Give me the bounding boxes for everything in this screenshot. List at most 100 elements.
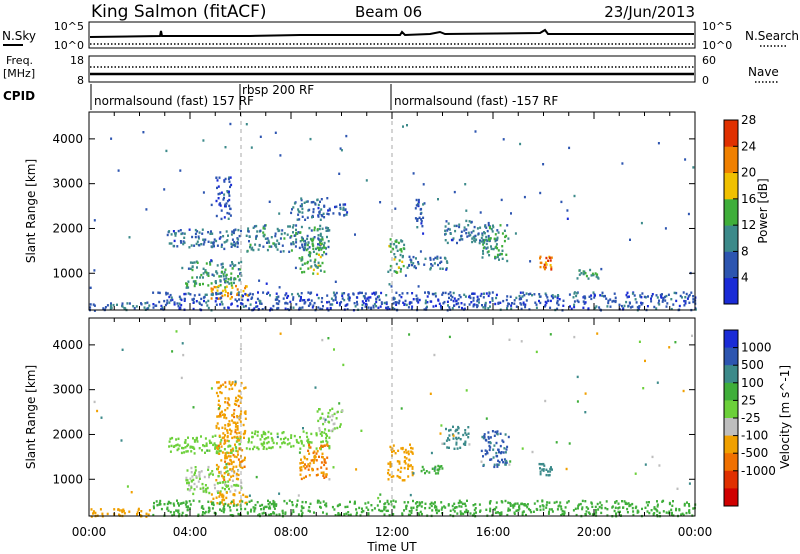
velocity-echo-cell — [301, 506, 304, 510]
power-echo-cell — [189, 293, 192, 296]
velocity-echo-cell — [232, 504, 235, 507]
velocity-echo-cell — [281, 512, 284, 515]
velocity-echo-cell — [267, 502, 270, 506]
power-echo-cell — [223, 193, 226, 196]
power-echo-cell — [187, 267, 190, 270]
power-echo-cell — [202, 272, 205, 275]
power-echo-cell — [401, 292, 404, 295]
power-echo-cell — [488, 292, 491, 295]
velocity-echo-cell — [403, 466, 406, 470]
power-echo-cell — [494, 302, 497, 306]
velocity-echo-cell — [464, 510, 466, 514]
power-echo-cell — [317, 261, 320, 264]
velocity-echo-cell — [228, 473, 231, 477]
power-echo-cell — [226, 190, 229, 193]
velocity-echo-cell — [246, 495, 249, 499]
velocity-echo-cell — [565, 467, 568, 471]
velocity-echo-cell — [411, 452, 414, 455]
velocity-echo-cell — [188, 489, 191, 492]
velocity-echo-cell — [322, 440, 324, 443]
power-echo-cell — [231, 286, 234, 289]
velocity-echo-cell — [231, 514, 233, 517]
velocity-echo-cell — [270, 436, 273, 440]
velocity-echo-cell — [516, 502, 519, 505]
velocity-echo-cell — [575, 513, 578, 517]
power-echo-cell — [301, 243, 304, 246]
power-echo-cell — [629, 238, 631, 241]
power-echo-cell — [270, 245, 273, 248]
power-echo-cell — [297, 231, 300, 234]
velocity-echo-cell — [346, 505, 349, 508]
power-echo-cell — [298, 306, 301, 310]
power-echo-cell — [313, 226, 316, 229]
velocity-echo-cell — [331, 407, 334, 410]
power-echo-cell — [550, 256, 553, 259]
velocity-echo-cell — [455, 437, 458, 441]
velocity-echo-cell — [90, 508, 93, 511]
velocity-echo-cell — [209, 441, 211, 445]
velocity-echo-cell — [219, 415, 222, 418]
velocity-echo-cell — [531, 450, 534, 454]
power-echo-cell — [675, 291, 678, 295]
power-echo-cell — [197, 235, 200, 238]
velocity-echo-cell — [231, 419, 234, 422]
power-echo-cell — [482, 246, 485, 250]
velocity-echo-cell — [302, 427, 304, 430]
power-echo-cell — [310, 201, 313, 204]
power-echo-cell — [543, 263, 546, 266]
velocity-echo-cell — [252, 447, 254, 451]
power-ytick-label: 1000 — [52, 266, 83, 280]
power-echo-cell — [440, 260, 443, 263]
velocity-echo-cell — [495, 501, 498, 504]
power-echo-cell — [466, 235, 469, 238]
velocity-echo-cell — [645, 501, 648, 504]
power-echo-cell — [667, 293, 670, 296]
power-echo-cell — [593, 296, 596, 299]
velocity-echo-cell — [205, 490, 208, 494]
power-echo-cell — [551, 294, 554, 297]
power-echo-cell — [389, 268, 392, 272]
velocity-echo-cell — [231, 414, 234, 417]
power-echo-cell — [389, 264, 392, 268]
velocity-echo-cell — [232, 474, 235, 478]
velocity-echo-cell — [389, 445, 392, 449]
velocity-echo-cell — [240, 460, 243, 463]
power-echo-cell — [227, 306, 230, 309]
power-echo-cell — [220, 275, 222, 278]
freq-label-1: Freq. — [6, 54, 33, 67]
velocity-echo-cell — [176, 443, 179, 446]
power-echo-cell — [106, 304, 109, 307]
power-echo-cell — [440, 307, 443, 311]
power-echo-cell — [198, 293, 201, 296]
velocity-echo-cell — [434, 501, 436, 504]
power-colorbar-cell — [724, 120, 738, 147]
velocity-echo-cell — [483, 434, 486, 438]
power-echo-cell — [460, 230, 463, 233]
velocity-echo-cell — [169, 510, 172, 514]
power-echo-cell — [372, 306, 375, 309]
power-echo-cell — [277, 306, 280, 310]
velocity-echo-cell — [120, 439, 123, 442]
velocity-echo-cell — [328, 445, 331, 448]
velocity-echo-cell — [625, 502, 628, 506]
velocity-echo-cell — [236, 439, 239, 442]
power-echo-cell — [238, 278, 241, 281]
power-echo-cell — [221, 294, 224, 298]
power-echo-cell — [289, 236, 292, 239]
power-echo-cell — [216, 244, 219, 247]
power-echo-cell — [568, 146, 571, 150]
power-echo-cell — [521, 295, 524, 298]
power-echo-cell — [573, 303, 576, 306]
power-echo-cell — [259, 135, 262, 138]
power-echo-cell — [463, 226, 466, 229]
velocity-echo-cell — [545, 506, 548, 509]
power-echo-cell — [230, 276, 233, 280]
velocity-echo-cell — [218, 415, 221, 418]
power-echo-cell — [572, 296, 575, 299]
velocity-echo-cell — [123, 512, 126, 515]
power-echo-cell — [145, 208, 148, 211]
velocity-echo-cell — [190, 471, 193, 474]
power-echo-cell — [392, 306, 395, 310]
velocity-echo-cell — [223, 439, 226, 442]
power-echo-cell — [192, 280, 195, 283]
